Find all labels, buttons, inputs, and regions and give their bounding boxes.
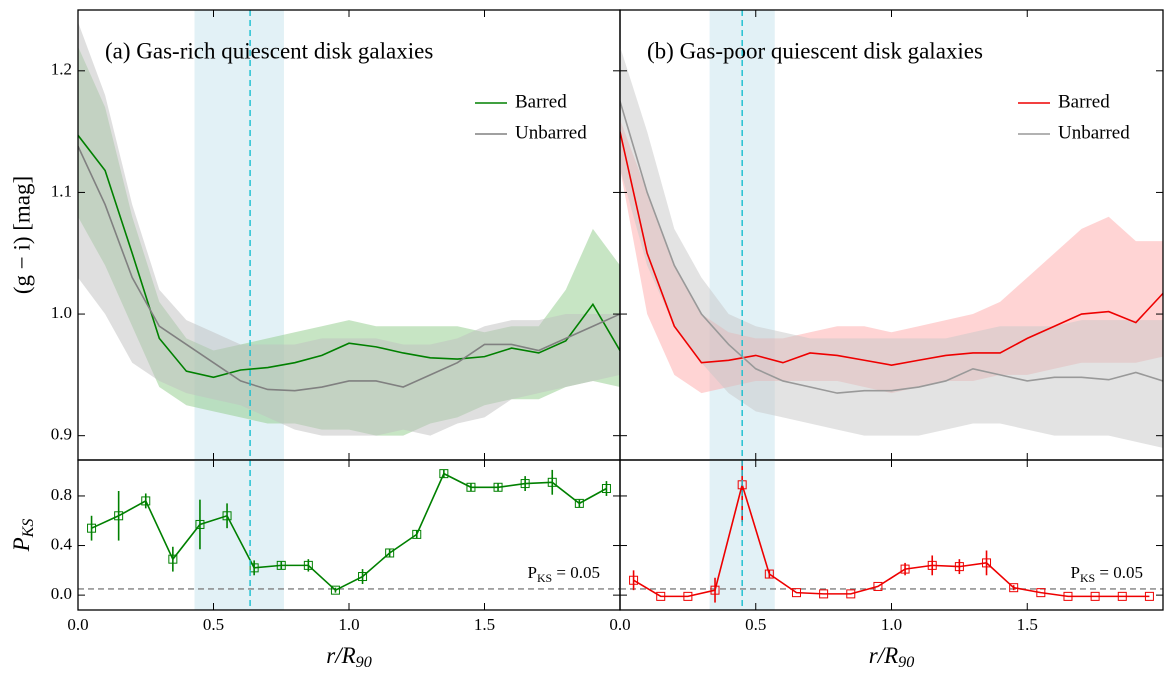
x-axis-label-part: r/R [869, 643, 898, 668]
annotation: PKS = 0.05 [1070, 563, 1143, 585]
marker [276, 560, 286, 570]
marker [1009, 583, 1019, 593]
y-axis-label-part: P [9, 537, 34, 552]
y-tick-label: 0.9 [51, 425, 72, 444]
marker [764, 569, 774, 579]
y-axis-label: (g − i) [mag] [9, 176, 34, 294]
marker [141, 496, 151, 506]
legend-label: Unbarred [1058, 122, 1130, 143]
y-tick-label: 1.2 [51, 60, 72, 79]
marker [846, 589, 856, 599]
y-tick-label: 0.0 [51, 584, 72, 603]
series-line [91, 472, 607, 592]
annotation-part: = 0.05 [552, 563, 600, 582]
marker [710, 585, 720, 595]
x-axis-label: r/R90 [869, 643, 914, 670]
series-line [620, 131, 1163, 366]
marker [168, 554, 178, 564]
x-axis-label-part: r/R [326, 643, 355, 668]
marker [954, 562, 964, 572]
y-axis-label: PKS [9, 519, 36, 553]
legend-label: Unbarred [515, 122, 587, 143]
plot-area [620, 460, 1163, 610]
plot-area [620, 10, 1163, 460]
marker [249, 563, 259, 573]
annotation-part: = 0.05 [1095, 563, 1143, 582]
x-tick-label: 1.5 [1017, 615, 1038, 634]
x-tick-label: 1.0 [881, 615, 902, 634]
marker [493, 482, 503, 492]
y-tick-label: 0.4 [51, 534, 73, 553]
series-line [620, 100, 1163, 394]
annotation-part: KS [537, 571, 552, 585]
legend-label: Barred [515, 91, 567, 112]
x-tick-label: 1.0 [338, 615, 359, 634]
marker [819, 589, 829, 599]
panel-title: (b) Gas-poor quiescent disk galaxies [647, 38, 983, 63]
marker [927, 560, 937, 570]
series-line [78, 134, 620, 379]
series-line [633, 481, 1150, 598]
panel-title: (a) Gas-rich quiescent disk galaxies [105, 38, 433, 63]
frame [619, 459, 1164, 611]
marker [114, 511, 124, 521]
marker [900, 564, 910, 574]
marker [547, 477, 557, 487]
marker [195, 519, 205, 529]
band [78, 22, 620, 436]
y-axis-label-part: KS [20, 519, 37, 539]
plot-area [78, 10, 620, 460]
band [620, 119, 1163, 394]
marker [791, 588, 801, 598]
marker [439, 469, 449, 479]
highlight-region [194, 460, 284, 610]
series-line [78, 145, 620, 392]
annotation: PKS = 0.05 [527, 563, 600, 585]
y-tick-label: 1.1 [51, 181, 72, 200]
x-axis-label-part: 90 [356, 654, 372, 671]
marker [412, 529, 422, 539]
x-axis-label: r/R90 [326, 643, 371, 670]
marker [1117, 591, 1127, 601]
marker [656, 591, 666, 601]
marker [601, 484, 611, 494]
marker [385, 548, 395, 558]
annotation-part: KS [1080, 571, 1095, 585]
plot-area [78, 460, 620, 610]
annotation-part: P [527, 563, 536, 582]
x-tick-label: 0.0 [609, 615, 630, 634]
marker [222, 511, 232, 521]
x-tick-label: 1.5 [474, 615, 495, 634]
marker [520, 479, 530, 489]
marker [1036, 588, 1046, 598]
marker [330, 585, 340, 595]
x-tick-label: 0.5 [745, 615, 766, 634]
marker [358, 572, 368, 582]
y-tick-label: 0.8 [51, 485, 72, 504]
x-axis-label-part: 90 [898, 654, 914, 671]
marker [873, 581, 883, 591]
marker [683, 591, 693, 601]
band [620, 46, 1163, 448]
legend-label: Barred [1058, 91, 1110, 112]
marker [982, 558, 992, 568]
marker [466, 482, 476, 492]
annotation-part: P [1070, 563, 1079, 582]
marker [1144, 591, 1154, 601]
marker [574, 498, 584, 508]
marker [629, 575, 639, 585]
marker [1090, 591, 1100, 601]
x-tick-label: 0.5 [203, 615, 224, 634]
y-tick-label: 1.0 [51, 303, 72, 322]
marker [1063, 591, 1073, 601]
marker [87, 523, 97, 533]
marker [303, 560, 313, 570]
x-tick-label: 0.0 [67, 615, 88, 634]
